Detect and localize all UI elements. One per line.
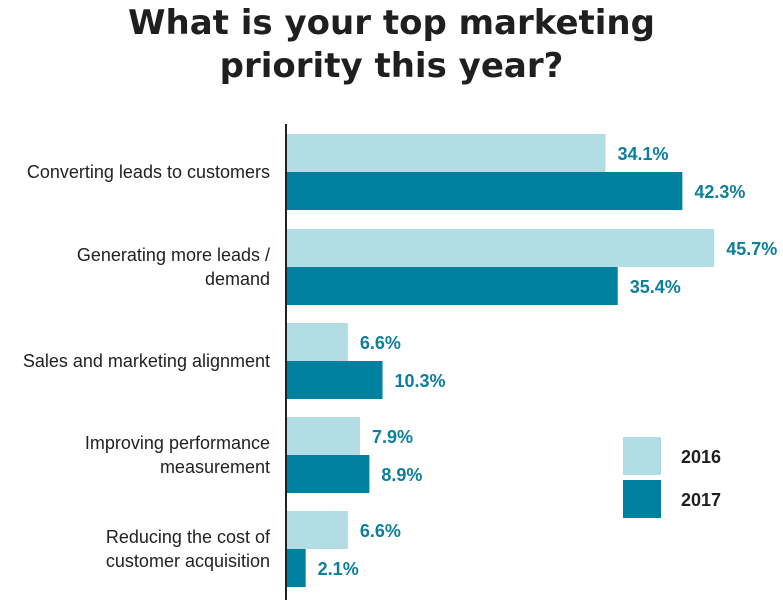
legend: 2016 2017 xyxy=(623,437,721,518)
bar-2017-1 xyxy=(286,267,618,305)
chart-title: What is your top marketing priority this… xyxy=(0,2,783,88)
bars-layer xyxy=(286,134,715,587)
data-label: 7.9% xyxy=(372,427,413,447)
legend-swatch-2016 xyxy=(623,437,661,475)
bar-2017-3 xyxy=(286,455,370,493)
legend-swatch-2017 xyxy=(623,480,661,518)
bar-2017-2 xyxy=(286,361,383,399)
legend-label-2017: 2017 xyxy=(681,490,721,510)
data-label: 2.1% xyxy=(318,559,359,579)
data-label: 34.1% xyxy=(618,144,669,164)
data-label: 42.3% xyxy=(694,182,745,202)
bar-2017-4 xyxy=(286,549,306,587)
data-label: 45.7% xyxy=(726,239,777,259)
data-label: 10.3% xyxy=(395,371,446,391)
category-label: Generating more leads / xyxy=(77,245,270,265)
labels-layer: Converting leads to customers 34.1% 42.3% G… xyxy=(23,144,777,579)
data-label: 8.9% xyxy=(381,465,422,485)
bar-2016-0 xyxy=(286,134,606,172)
legend-label-2016: 2016 xyxy=(681,447,721,467)
chart-title-line-2: priority this year? xyxy=(219,46,564,86)
data-label: 35.4% xyxy=(630,277,681,297)
chart-title-line-1: What is your top marketing xyxy=(128,3,655,43)
bar-2017-0 xyxy=(286,172,683,210)
category-label: measurement xyxy=(160,457,270,477)
category-label: Converting leads to customers xyxy=(27,162,270,182)
data-label: 6.6% xyxy=(360,521,401,541)
bar-2016-2 xyxy=(286,323,348,361)
category-label: Sales and marketing alignment xyxy=(23,351,270,371)
category-label: demand xyxy=(205,269,270,289)
data-label: 6.6% xyxy=(360,333,401,353)
category-label: Improving performance xyxy=(85,433,270,453)
category-label: Reducing the cost of xyxy=(106,527,271,547)
bar-2016-4 xyxy=(286,511,348,549)
bar-2016-3 xyxy=(286,417,361,455)
category-label: customer acquisition xyxy=(106,551,270,571)
bar-2016-1 xyxy=(286,229,715,267)
